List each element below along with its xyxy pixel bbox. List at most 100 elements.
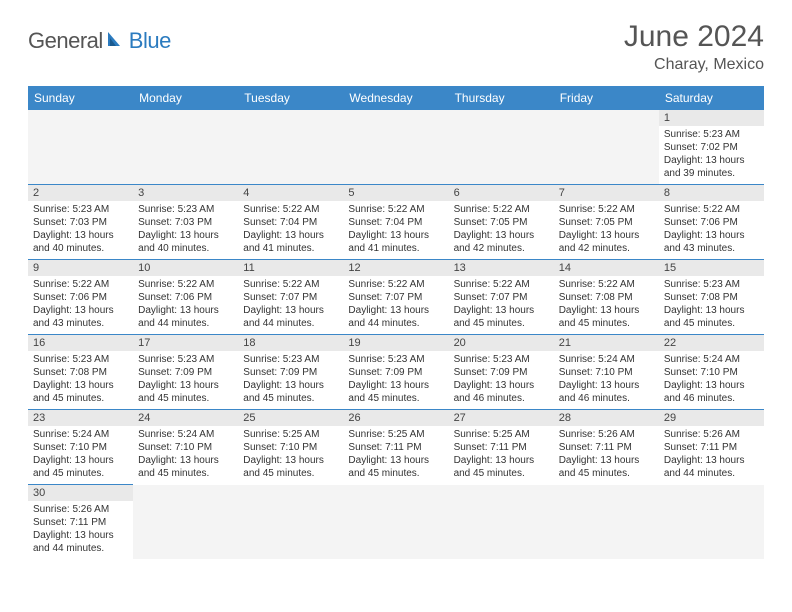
day-info: Sunrise: 5:23 AMSunset: 7:02 PMDaylight:… — [659, 126, 764, 184]
day-info: Sunrise: 5:22 AMSunset: 7:07 PMDaylight:… — [449, 276, 554, 334]
calendar-day: 1Sunrise: 5:23 AMSunset: 7:02 PMDaylight… — [659, 110, 764, 185]
day-number: 18 — [238, 335, 343, 351]
day-number: 20 — [449, 335, 554, 351]
weekday-header: Friday — [554, 86, 659, 110]
calendar-row: 23Sunrise: 5:24 AMSunset: 7:10 PMDayligh… — [28, 410, 764, 485]
day-info: Sunrise: 5:23 AMSunset: 7:09 PMDaylight:… — [449, 351, 554, 409]
day-number: 12 — [343, 260, 448, 276]
day-info: Sunrise: 5:22 AMSunset: 7:06 PMDaylight:… — [28, 276, 133, 334]
day-info: Sunrise: 5:22 AMSunset: 7:04 PMDaylight:… — [238, 201, 343, 259]
day-number: 27 — [449, 410, 554, 426]
calendar-day: 17Sunrise: 5:23 AMSunset: 7:09 PMDayligh… — [133, 335, 238, 410]
calendar-row: 16Sunrise: 5:23 AMSunset: 7:08 PMDayligh… — [28, 335, 764, 410]
day-number: 16 — [28, 335, 133, 351]
day-number: 9 — [28, 260, 133, 276]
day-info: Sunrise: 5:22 AMSunset: 7:04 PMDaylight:… — [343, 201, 448, 259]
day-number: 13 — [449, 260, 554, 276]
calendar-day: 8Sunrise: 5:22 AMSunset: 7:06 PMDaylight… — [659, 185, 764, 260]
calendar-empty — [554, 110, 659, 185]
calendar-empty — [343, 110, 448, 185]
calendar-empty — [133, 485, 238, 560]
location: Charay, Mexico — [624, 56, 764, 74]
day-info: Sunrise: 5:25 AMSunset: 7:11 PMDaylight:… — [343, 426, 448, 484]
calendar-day: 26Sunrise: 5:25 AMSunset: 7:11 PMDayligh… — [343, 410, 448, 485]
calendar-day: 2Sunrise: 5:23 AMSunset: 7:03 PMDaylight… — [28, 185, 133, 260]
day-number: 14 — [554, 260, 659, 276]
day-info: Sunrise: 5:22 AMSunset: 7:06 PMDaylight:… — [659, 201, 764, 259]
logo: General Blue — [28, 20, 171, 54]
day-info: Sunrise: 5:23 AMSunset: 7:09 PMDaylight:… — [343, 351, 448, 409]
weekday-header: Sunday — [28, 86, 133, 110]
calendar-empty — [343, 485, 448, 560]
calendar-empty — [28, 110, 133, 185]
day-info: Sunrise: 5:23 AMSunset: 7:09 PMDaylight:… — [133, 351, 238, 409]
weekday-header: Tuesday — [238, 86, 343, 110]
calendar-day: 18Sunrise: 5:23 AMSunset: 7:09 PMDayligh… — [238, 335, 343, 410]
calendar-day: 15Sunrise: 5:23 AMSunset: 7:08 PMDayligh… — [659, 260, 764, 335]
calendar-row: 9Sunrise: 5:22 AMSunset: 7:06 PMDaylight… — [28, 260, 764, 335]
calendar-day: 5Sunrise: 5:22 AMSunset: 7:04 PMDaylight… — [343, 185, 448, 260]
day-number: 28 — [554, 410, 659, 426]
calendar-empty — [449, 110, 554, 185]
calendar-day: 4Sunrise: 5:22 AMSunset: 7:04 PMDaylight… — [238, 185, 343, 260]
calendar-day: 30Sunrise: 5:26 AMSunset: 7:11 PMDayligh… — [28, 485, 133, 560]
day-number: 30 — [28, 485, 133, 501]
day-number: 8 — [659, 185, 764, 201]
day-number: 10 — [133, 260, 238, 276]
day-number: 3 — [133, 185, 238, 201]
logo-word-general: General — [28, 28, 103, 54]
day-info: Sunrise: 5:23 AMSunset: 7:09 PMDaylight:… — [238, 351, 343, 409]
calendar-day: 22Sunrise: 5:24 AMSunset: 7:10 PMDayligh… — [659, 335, 764, 410]
day-number: 24 — [133, 410, 238, 426]
calendar-day: 10Sunrise: 5:22 AMSunset: 7:06 PMDayligh… — [133, 260, 238, 335]
day-number: 11 — [238, 260, 343, 276]
weekday-header: Wednesday — [343, 86, 448, 110]
day-number: 22 — [659, 335, 764, 351]
calendar-row: 1Sunrise: 5:23 AMSunset: 7:02 PMDaylight… — [28, 110, 764, 185]
day-number: 15 — [659, 260, 764, 276]
calendar-day: 28Sunrise: 5:26 AMSunset: 7:11 PMDayligh… — [554, 410, 659, 485]
calendar-day: 23Sunrise: 5:24 AMSunset: 7:10 PMDayligh… — [28, 410, 133, 485]
day-info: Sunrise: 5:22 AMSunset: 7:05 PMDaylight:… — [449, 201, 554, 259]
calendar-day: 13Sunrise: 5:22 AMSunset: 7:07 PMDayligh… — [449, 260, 554, 335]
day-info: Sunrise: 5:23 AMSunset: 7:03 PMDaylight:… — [28, 201, 133, 259]
weekday-header: Monday — [133, 86, 238, 110]
title-block: June 2024 Charay, Mexico — [624, 20, 764, 74]
calendar-day: 11Sunrise: 5:22 AMSunset: 7:07 PMDayligh… — [238, 260, 343, 335]
calendar-day: 14Sunrise: 5:22 AMSunset: 7:08 PMDayligh… — [554, 260, 659, 335]
calendar-day: 25Sunrise: 5:25 AMSunset: 7:10 PMDayligh… — [238, 410, 343, 485]
calendar-day: 27Sunrise: 5:25 AMSunset: 7:11 PMDayligh… — [449, 410, 554, 485]
day-info: Sunrise: 5:24 AMSunset: 7:10 PMDaylight:… — [133, 426, 238, 484]
day-info: Sunrise: 5:22 AMSunset: 7:07 PMDaylight:… — [238, 276, 343, 334]
day-number: 4 — [238, 185, 343, 201]
calendar-empty — [449, 485, 554, 560]
day-number: 17 — [133, 335, 238, 351]
day-info: Sunrise: 5:24 AMSunset: 7:10 PMDaylight:… — [659, 351, 764, 409]
calendar-day: 16Sunrise: 5:23 AMSunset: 7:08 PMDayligh… — [28, 335, 133, 410]
day-number: 2 — [28, 185, 133, 201]
day-info: Sunrise: 5:22 AMSunset: 7:08 PMDaylight:… — [554, 276, 659, 334]
day-number: 29 — [659, 410, 764, 426]
day-number: 26 — [343, 410, 448, 426]
calendar-day: 21Sunrise: 5:24 AMSunset: 7:10 PMDayligh… — [554, 335, 659, 410]
day-info: Sunrise: 5:23 AMSunset: 7:03 PMDaylight:… — [133, 201, 238, 259]
day-number: 6 — [449, 185, 554, 201]
day-info: Sunrise: 5:25 AMSunset: 7:10 PMDaylight:… — [238, 426, 343, 484]
day-number: 5 — [343, 185, 448, 201]
day-number: 7 — [554, 185, 659, 201]
day-info: Sunrise: 5:26 AMSunset: 7:11 PMDaylight:… — [28, 501, 133, 559]
day-info: Sunrise: 5:22 AMSunset: 7:06 PMDaylight:… — [133, 276, 238, 334]
calendar-day: 9Sunrise: 5:22 AMSunset: 7:06 PMDaylight… — [28, 260, 133, 335]
calendar-day: 6Sunrise: 5:22 AMSunset: 7:05 PMDaylight… — [449, 185, 554, 260]
calendar-day: 7Sunrise: 5:22 AMSunset: 7:05 PMDaylight… — [554, 185, 659, 260]
day-number: 19 — [343, 335, 448, 351]
calendar-day: 19Sunrise: 5:23 AMSunset: 7:09 PMDayligh… — [343, 335, 448, 410]
calendar-empty — [238, 485, 343, 560]
calendar-day: 20Sunrise: 5:23 AMSunset: 7:09 PMDayligh… — [449, 335, 554, 410]
day-info: Sunrise: 5:25 AMSunset: 7:11 PMDaylight:… — [449, 426, 554, 484]
month-title: June 2024 — [624, 20, 764, 54]
day-info: Sunrise: 5:26 AMSunset: 7:11 PMDaylight:… — [554, 426, 659, 484]
calendar-empty — [238, 110, 343, 185]
day-info: Sunrise: 5:22 AMSunset: 7:05 PMDaylight:… — [554, 201, 659, 259]
day-number: 1 — [659, 110, 764, 126]
